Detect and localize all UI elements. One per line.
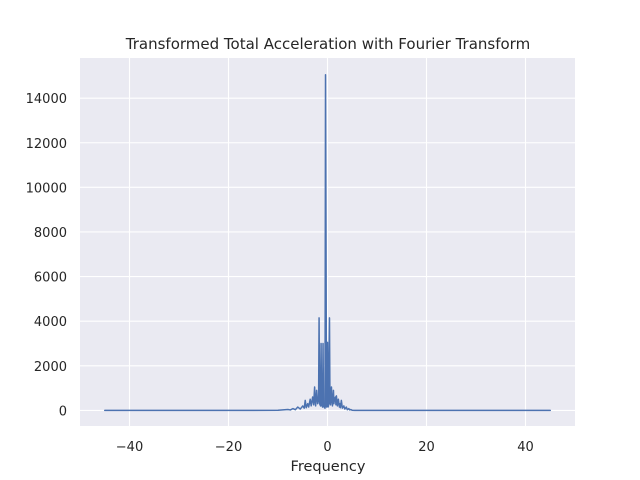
y-tick-label: 4000 xyxy=(34,315,67,330)
y-tick-label: 14000 xyxy=(26,92,67,107)
x-tick-label: 20 xyxy=(418,440,435,455)
x-tick-label: −40 xyxy=(116,440,143,455)
y-tick-labels: 0 2000 4000 6000 8000 10000 12000 14000 xyxy=(26,92,67,419)
x-axis-label: Frequency xyxy=(291,459,366,475)
chart-title: Transformed Total Acceleration with Four… xyxy=(125,35,530,53)
x-tick-label: 40 xyxy=(517,440,534,455)
x-tick-label: −20 xyxy=(215,440,242,455)
y-tick-label: 8000 xyxy=(34,226,67,241)
x-tick-labels: −40 −20 0 20 40 xyxy=(116,440,534,455)
y-tick-label: 12000 xyxy=(26,137,67,152)
y-tick-label: 2000 xyxy=(34,360,67,375)
x-tick-label: 0 xyxy=(323,440,331,455)
y-tick-label: 6000 xyxy=(34,271,67,286)
y-tick-label: 10000 xyxy=(26,181,67,196)
y-tick-label: 0 xyxy=(59,404,67,419)
